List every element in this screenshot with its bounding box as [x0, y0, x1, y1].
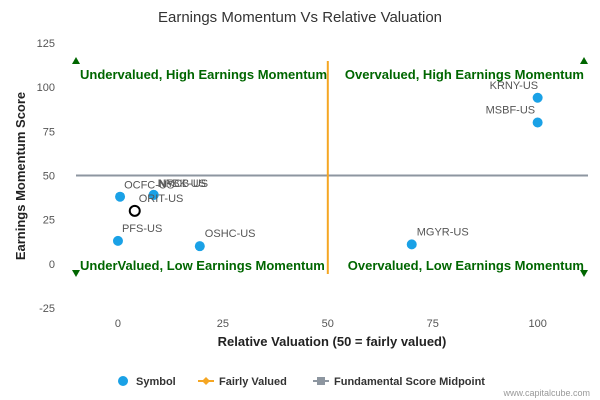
y-axis-ticks: -25 0 25 50 75 100 125 [37, 38, 55, 315]
point-msbf-us[interactable] [532, 117, 543, 128]
quadrant-label-top-left: Undervalued, High Earnings Momentum [80, 67, 327, 82]
point-ocfc-us[interactable] [115, 191, 126, 202]
legend: Symbol Fairly Valued Fundamental Score M… [118, 376, 485, 388]
point-label-mgyr-us: MGYR-US [417, 226, 469, 238]
marker-top-left-triangle [72, 57, 80, 64]
point-oshc-us[interactable] [194, 241, 205, 252]
y-tick-label: 100 [37, 82, 55, 94]
legend-fair-diamond [202, 377, 210, 385]
marker-bottom-right-triangle [580, 270, 588, 277]
y-tick-label: 125 [37, 38, 55, 50]
x-tick-label: 50 [322, 318, 334, 330]
point-pfs-us[interactable] [112, 235, 123, 246]
x-axis-title: Relative Valuation (50 = fairly valued) [218, 334, 447, 349]
x-tick-label: 100 [528, 318, 546, 330]
chart-title: Earnings Momentum Vs Relative Valuation [158, 9, 442, 26]
legend-midpoint-label: Fundamental Score Midpoint [334, 376, 485, 388]
marker-top-right-triangle [580, 57, 588, 64]
legend-item-fairly-valued[interactable]: Fairly Valued [198, 376, 287, 388]
legend-fair-label: Fairly Valued [219, 376, 287, 388]
legend-midpoint-square [317, 377, 325, 385]
point-label-oshc-us: OSHC-US [205, 228, 256, 240]
legend-item-midpoint[interactable]: Fundamental Score Midpoint [313, 376, 485, 388]
point-nycb-us[interactable] [148, 189, 159, 200]
point-mgyr-us[interactable] [406, 239, 417, 250]
y-tick-label: 75 [43, 126, 55, 138]
marker-bottom-left-triangle [72, 270, 80, 277]
y-tick-label: -25 [39, 303, 55, 315]
y-axis-title: Earnings Momentum Score [13, 92, 28, 260]
quadrant-label-top-right: Overvalued, High Earnings Momentum [345, 67, 584, 82]
quadrant-label-bottom-right: Overvalued, Low Earnings Momentum [348, 258, 584, 273]
x-tick-label: 75 [427, 318, 439, 330]
point-label-nfbk-us: NFBK-US [158, 178, 206, 190]
point-label-ocfc-us: OCFC-US [124, 180, 174, 192]
legend-symbol-label: Symbol [136, 376, 176, 388]
y-tick-label: 50 [43, 171, 55, 183]
quadrant-markers [72, 57, 588, 277]
point-label-krny-us: KRNY-US [490, 80, 539, 92]
y-tick-label: 25 [43, 215, 55, 227]
point-label-orit-us: ORIT-US [139, 193, 184, 205]
y-tick-label: 0 [49, 259, 55, 271]
point-orit-us[interactable] [128, 204, 141, 217]
x-tick-label: 0 [115, 318, 121, 330]
credit-text: www.capitalcube.com [502, 388, 590, 398]
legend-item-symbol[interactable]: Symbol [118, 376, 176, 388]
point-label-nycb-us: NYCB-US [159, 178, 209, 190]
point-label-msbf-us: MSBF-US [486, 105, 536, 117]
legend-symbol-marker [118, 376, 128, 386]
point-label-pfs-us: PFS-US [122, 223, 162, 235]
quadrant-label-bottom-left: UnderValued, Low Earnings Momentum [80, 258, 325, 273]
x-axis-ticks: 0 25 50 75 100 [115, 318, 547, 330]
point-krny-us[interactable] [532, 92, 543, 103]
x-tick-label: 25 [217, 318, 229, 330]
